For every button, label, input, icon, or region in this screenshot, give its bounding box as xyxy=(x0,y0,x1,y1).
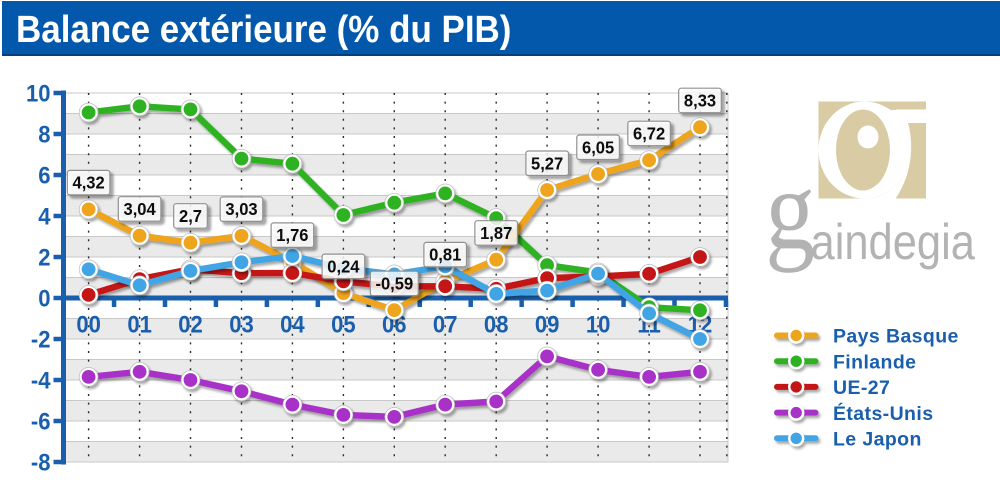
svg-text:8: 8 xyxy=(38,121,50,148)
svg-text:États-Unis: États-Unis xyxy=(833,402,933,425)
svg-text:5,27: 5,27 xyxy=(531,153,563,174)
svg-text:3,03: 3,03 xyxy=(225,199,257,220)
svg-text:03: 03 xyxy=(229,311,254,338)
svg-text:2: 2 xyxy=(38,244,50,271)
svg-text:-8: -8 xyxy=(31,449,51,476)
svg-text:-4: -4 xyxy=(31,367,51,394)
svg-text:10: 10 xyxy=(586,311,611,338)
svg-text:aindegia: aindegia xyxy=(811,214,976,269)
svg-text:0,24: 0,24 xyxy=(327,256,360,277)
svg-text:04: 04 xyxy=(280,311,305,338)
svg-text:3,04: 3,04 xyxy=(123,198,156,219)
svg-text:2,7: 2,7 xyxy=(179,205,202,226)
svg-text:6,05: 6,05 xyxy=(582,137,615,158)
svg-text:6,72: 6,72 xyxy=(633,123,665,144)
svg-text:Pays Basque: Pays Basque xyxy=(833,326,959,348)
svg-text:UE-27: UE-27 xyxy=(833,377,890,399)
svg-text:02: 02 xyxy=(178,311,203,338)
svg-text:0,81: 0,81 xyxy=(429,244,462,265)
svg-text:09: 09 xyxy=(535,311,560,338)
svg-text:07: 07 xyxy=(433,311,458,338)
svg-text:1,87: 1,87 xyxy=(480,222,512,243)
svg-text:8,33: 8,33 xyxy=(684,90,716,111)
svg-text:-2: -2 xyxy=(31,326,51,353)
svg-text:01: 01 xyxy=(127,311,152,338)
svg-text:00: 00 xyxy=(76,311,101,338)
svg-text:-6: -6 xyxy=(31,408,51,435)
svg-text:05: 05 xyxy=(331,311,356,338)
svg-text:Finlande: Finlande xyxy=(833,351,916,373)
svg-text:6: 6 xyxy=(38,162,50,189)
svg-text:1,76: 1,76 xyxy=(276,225,308,246)
svg-text:4: 4 xyxy=(38,203,50,230)
svg-text:-0,59: -0,59 xyxy=(375,273,413,294)
svg-text:g: g xyxy=(765,148,815,274)
svg-text:4,32: 4,32 xyxy=(72,172,104,193)
svg-text:10: 10 xyxy=(26,80,51,107)
svg-text:0: 0 xyxy=(38,285,50,312)
svg-text:Le Japon: Le Japon xyxy=(833,429,922,451)
svg-text:08: 08 xyxy=(484,311,509,338)
